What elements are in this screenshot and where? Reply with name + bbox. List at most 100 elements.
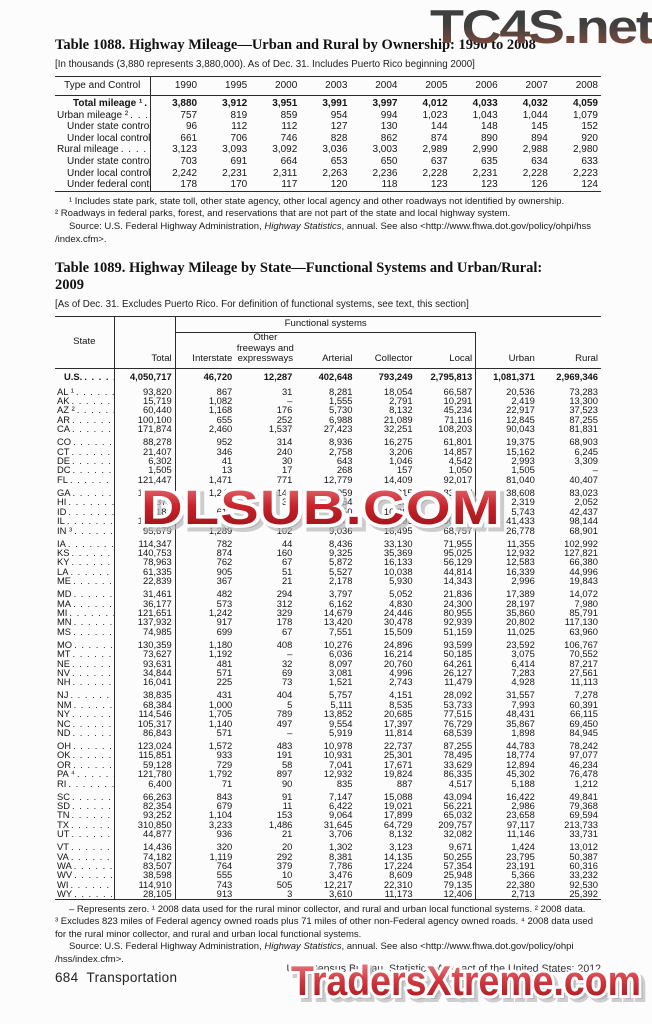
row-label: OK . . . . . . . . . . . . . . . . . . .… xyxy=(55,750,115,760)
table-cell: 404 xyxy=(276,689,293,701)
table-cell: 12,583 xyxy=(506,556,535,568)
title-line: Table 1089. Highway Mileage by State—Fun… xyxy=(55,260,543,277)
table-cell: 105,317 xyxy=(114,718,176,728)
table-row: MO . . . . . . . . . . . . . . . . . . .… xyxy=(55,636,601,650)
table-cell: 22,310 xyxy=(383,878,413,890)
table-cell: 2,231 xyxy=(472,167,498,179)
table-row: OK . . . . . . . . . . . . . . . . . . .… xyxy=(55,749,601,761)
table-cell: 123 xyxy=(430,179,448,191)
table-1088-note: [In thousands (3,880 represents 3,880,00… xyxy=(55,59,475,70)
row-label: MD . . . . . . . . . . . . . . . . . . .… xyxy=(55,585,115,599)
table-cell: 771 xyxy=(276,473,293,485)
table-cell: 1,898 xyxy=(511,727,535,738)
table-cell: 115,851 xyxy=(114,750,176,760)
table-cell: – xyxy=(592,464,598,476)
table-cell: 8,097 xyxy=(329,657,353,669)
table-cell: 2,696 xyxy=(415,497,477,507)
leader-dots: . . . . . . . . . . . . . . . . . . . . … xyxy=(69,607,113,618)
table-cell: 22,839 xyxy=(114,576,176,586)
table-cell: 1,471 xyxy=(208,473,233,485)
table-cell: 294 xyxy=(276,588,293,600)
row-label: WY . . . . . . . . . . . . . . . . . . .… xyxy=(55,889,115,900)
row-label: MT . . . . . . . . . . . . . . . . . . .… xyxy=(55,649,115,659)
table-cell: 874 xyxy=(430,132,448,144)
leader-dots: . . . . . . . . . . . . . . . . . . . . … xyxy=(72,487,114,498)
table-cell: 63,960 xyxy=(569,625,598,637)
table-cell: 137,932 xyxy=(114,617,176,627)
table-cell: 106,767 xyxy=(564,638,598,650)
table-cell: 171,874 xyxy=(114,424,176,434)
table-cell: 18,774 xyxy=(506,749,535,761)
table-cell: 12,406 xyxy=(415,889,477,900)
source-text: , annual. See also <http://www.fhwa.dot.… xyxy=(341,941,574,953)
table-cell: 2,758 xyxy=(329,445,353,457)
table-cell: 1,168 xyxy=(208,404,233,416)
leader-dots: . . . . . . . . . . . . . . . . . . . . … xyxy=(71,810,114,820)
table-cell: 27,561 xyxy=(569,666,598,678)
table-cell: 50,185 xyxy=(415,649,477,659)
table-cell: 61,335 xyxy=(114,566,176,576)
table-cell: 2,228 xyxy=(522,167,548,179)
row-label: Under federal control . . . . . . . . . … xyxy=(55,179,151,192)
column-header-total: Total xyxy=(114,316,176,369)
row-label: UT . . . . . . . . . . . . . . . . . . .… xyxy=(55,829,115,839)
table-cell: 1,212 xyxy=(574,777,598,789)
table-cell: 93,631 xyxy=(114,658,176,668)
row-label: NJ . . . . . . . . . . . . . . . . . . .… xyxy=(55,686,115,700)
source-note: Source: U.S. Federal Highway Administrat… xyxy=(55,221,601,234)
table-1089-header-row-2: Interstate Other freeways and expressways… xyxy=(55,332,601,369)
table-cell: 14,857 xyxy=(415,446,477,456)
table-cell: 1,242 xyxy=(208,606,233,618)
table-cell: 123 xyxy=(480,179,498,191)
table-cell: 37,523 xyxy=(569,404,598,416)
table-cell: 69,594 xyxy=(569,809,598,821)
table-cell: 68,757 xyxy=(415,525,477,535)
table-cell: 91 xyxy=(281,790,293,802)
table-cell: 17,899 xyxy=(383,809,413,821)
table-cell: 5,052 xyxy=(389,588,413,600)
table-cell: 98,144 xyxy=(569,515,598,527)
table-cell: 3,233 xyxy=(208,818,233,830)
table-cell: 1,792 xyxy=(208,768,233,780)
table-cell: 60,391 xyxy=(569,698,598,710)
leader-dots: . . . . . . . . . . . . . . . . . . . . … xyxy=(72,424,114,434)
table-cell: 46,234 xyxy=(569,758,598,770)
table-cell: 32 xyxy=(281,657,293,669)
table-cell: 240 xyxy=(276,445,293,457)
source-text: Source: U.S. Federal Highway Administrat… xyxy=(69,941,265,953)
table-cell: 13,420 xyxy=(323,616,353,628)
table-cell: 890 xyxy=(480,132,498,144)
table-cell: 79,368 xyxy=(569,800,598,812)
table-row: GA . . . . . . . . . . . . . . . . . . .… xyxy=(55,484,601,498)
table-cell: 28,092 xyxy=(415,686,477,700)
title-line: 2009 xyxy=(55,277,84,294)
table-cell: 789 xyxy=(276,708,293,720)
table-cell: 31,557 xyxy=(506,689,535,701)
table-cell: 2,986 xyxy=(511,800,535,812)
table-row: LA . . . . . . . . . . . . . . . . . . .… xyxy=(55,565,601,577)
table-cell: 96 xyxy=(185,121,198,133)
table-cell: 706 xyxy=(230,132,248,144)
leader-dots: . . . . . . . . . . . . . . . . . . . . … xyxy=(72,667,114,678)
table-cell: 20,536 xyxy=(506,385,535,397)
table-cell: 40,407 xyxy=(569,473,598,485)
row-label: WA . . . . . . . . . . . . . . . . . . .… xyxy=(55,861,115,871)
table-cell: 76,729 xyxy=(415,718,477,728)
table-cell: 56,129 xyxy=(415,557,477,567)
table-cell: 4,517 xyxy=(415,778,477,788)
table-cell: 144 xyxy=(430,121,448,133)
row-label: SC . . . . . . . . . . . . . . . . . . .… xyxy=(55,788,115,802)
table-1088-body: Total mileage ¹ . . . . . . . . . . . . … xyxy=(55,95,601,192)
table-cell: 117 xyxy=(281,179,298,191)
table-cell: 5,527 xyxy=(329,565,353,577)
leader-dots: . . . . . . . . . . . . . . . . . . . . … xyxy=(71,547,114,558)
row-label: VA . . . . . . . . . . . . . . . . . . .… xyxy=(55,851,115,862)
table-1089-header-row-1: State Total Functional systems Urban Rur… xyxy=(55,316,601,369)
table-row: AK . . . . . . . . . . . . . . . . . . .… xyxy=(55,396,601,405)
table-cell: 764 xyxy=(216,860,233,872)
table-cell: 1,044 xyxy=(522,109,548,121)
table-cell: 729 xyxy=(216,758,233,770)
table-cell: 320 xyxy=(216,841,233,853)
table-cell: 905 xyxy=(216,565,233,577)
table-cell: 691 xyxy=(230,155,248,167)
